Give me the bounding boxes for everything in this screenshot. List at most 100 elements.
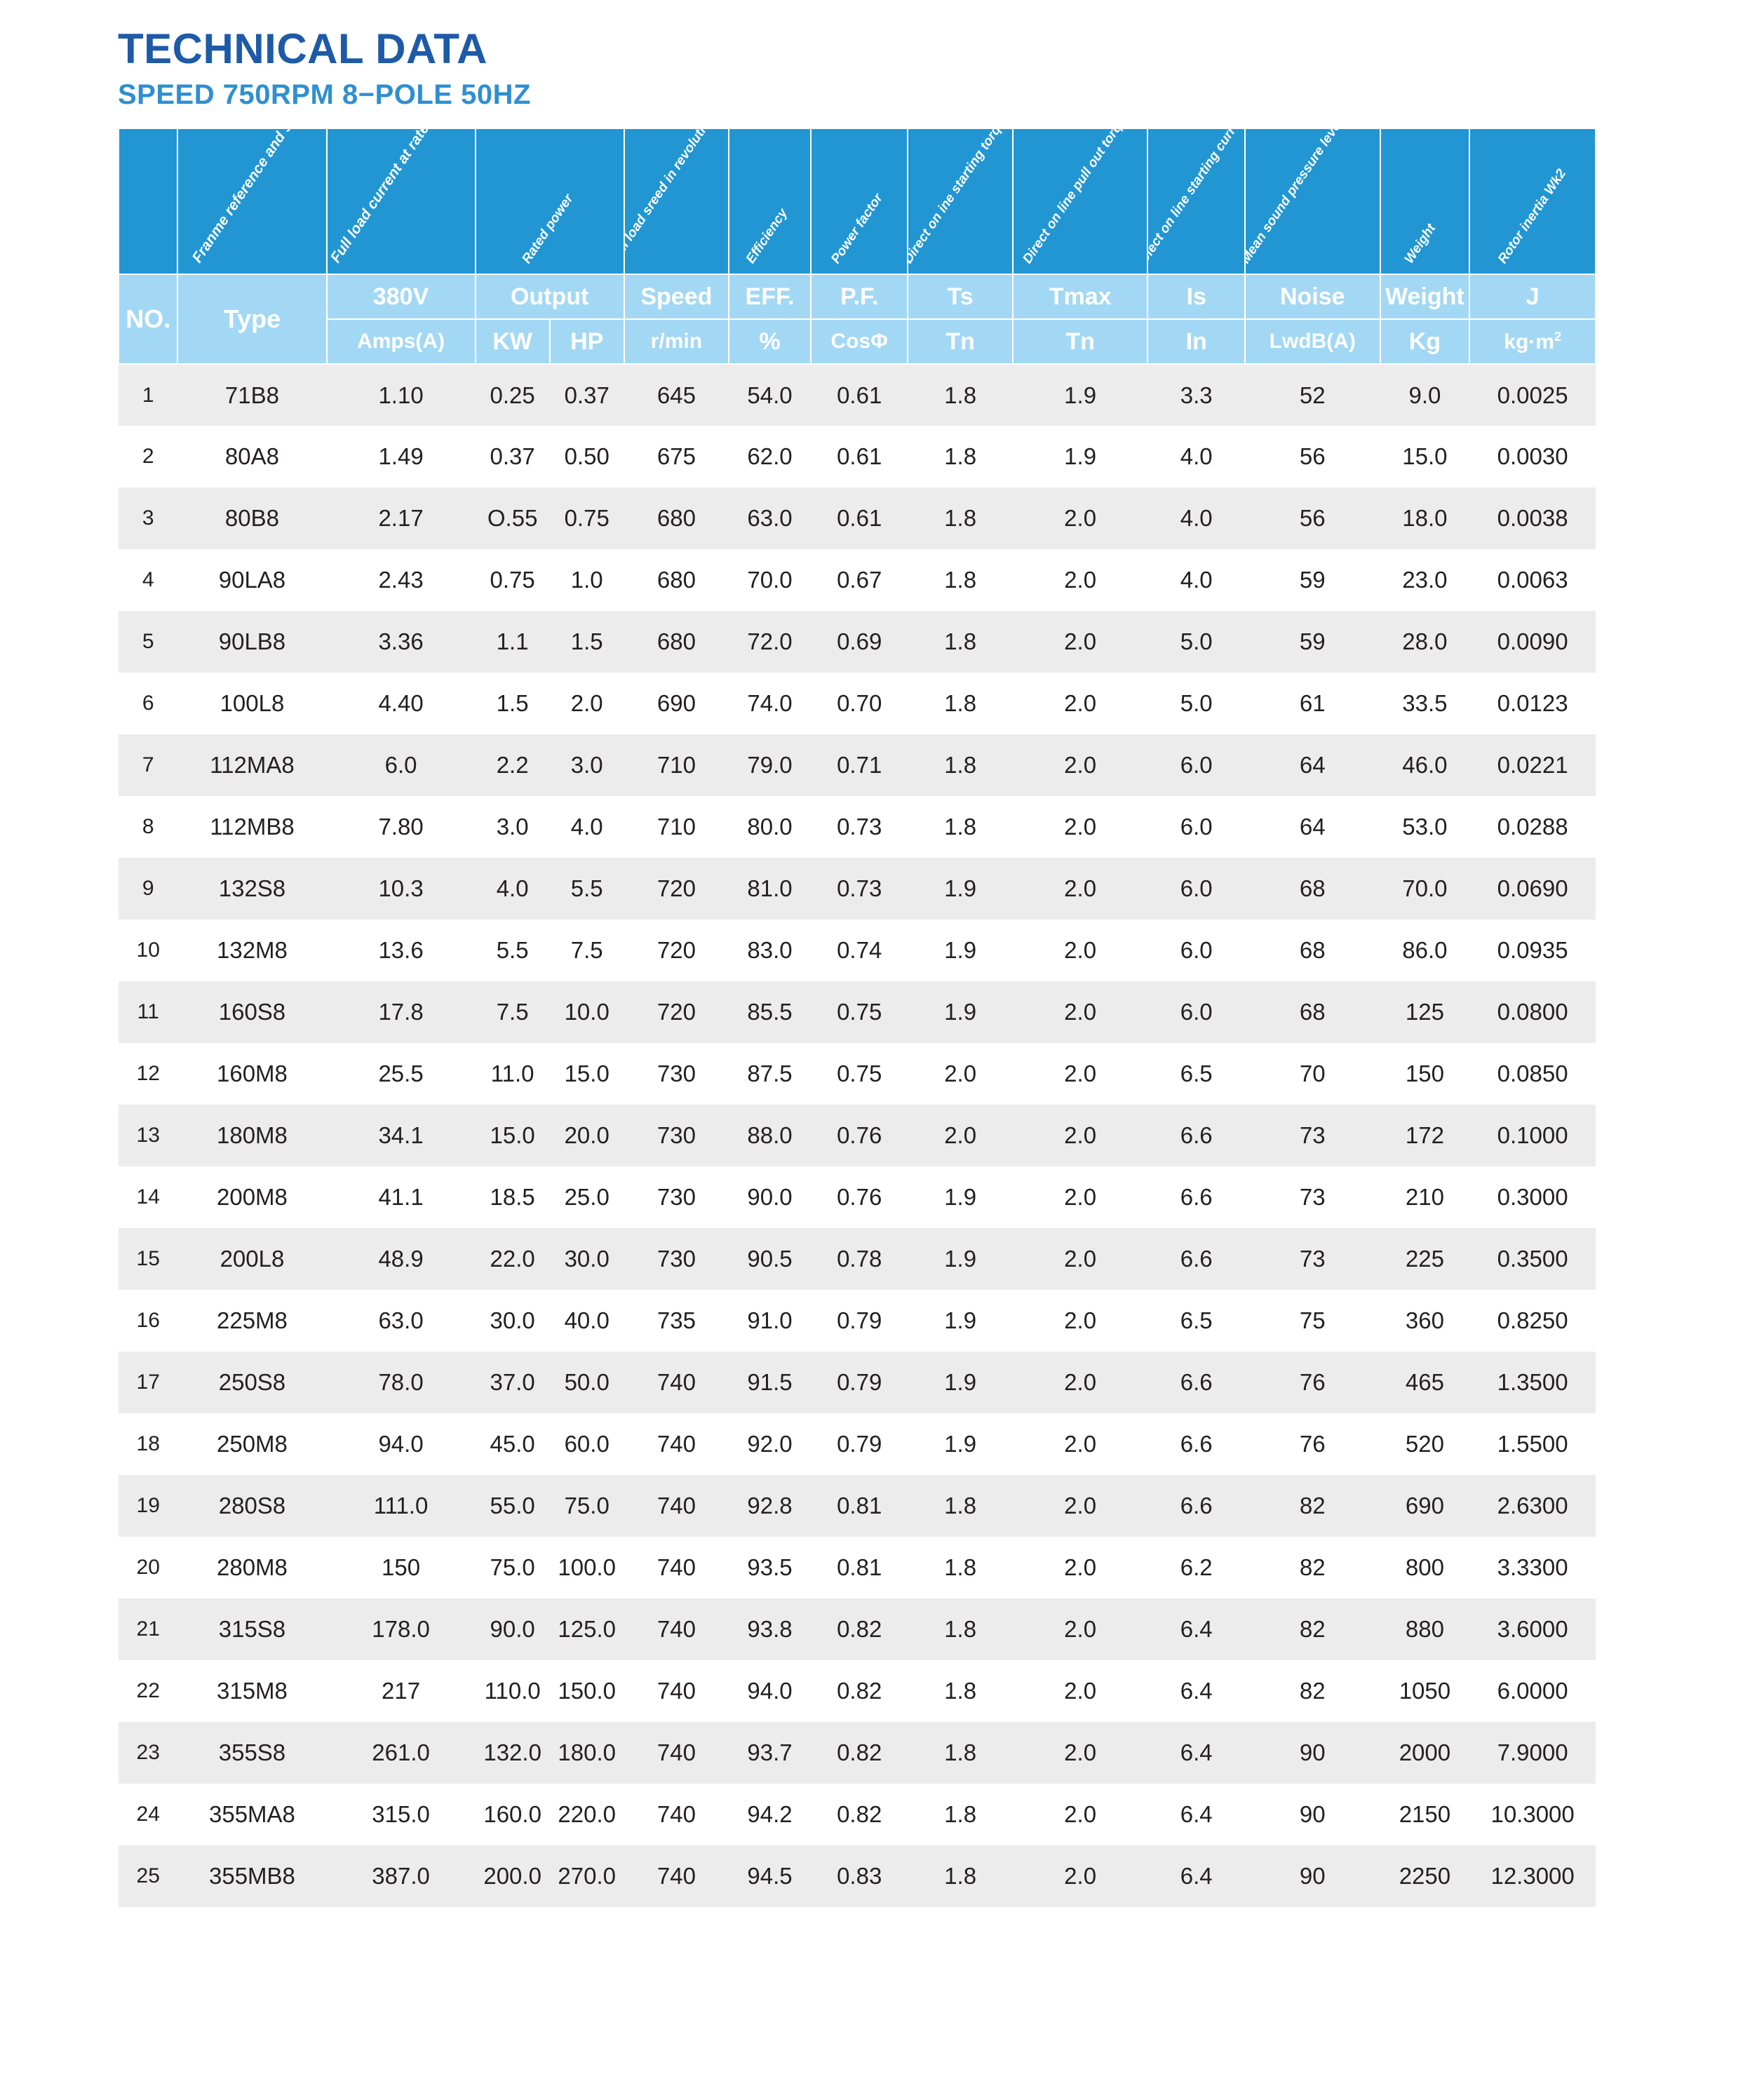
row-value-cell: 6.4 <box>1180 1678 1213 1704</box>
row-value-cell: 7.80 <box>378 814 424 840</box>
row-value-cell: 34.1 <box>326 1105 476 1166</box>
row-value-cell: 3.0 <box>496 814 529 840</box>
row-value-cell: 0.82 <box>837 1801 882 1827</box>
row-value-cell: 53.0 <box>1402 814 1448 840</box>
row-type-cell: 90LB8 <box>177 611 327 673</box>
rotated-header-label: Weight <box>1401 221 1439 267</box>
row-value-cell: 0.25 <box>475 364 550 426</box>
row-value-cell: 1.8 <box>944 1801 977 1827</box>
row-value-cell: 0.79 <box>837 1431 882 1457</box>
row-value-cell: 6.0 <box>1147 858 1245 920</box>
row-value-cell: 172 <box>1380 1105 1470 1166</box>
row-number-cell: 12 <box>136 1062 160 1085</box>
row-value-cell: 220.0 <box>558 1801 616 1827</box>
row-value-cell: 59 <box>1299 567 1326 593</box>
row-value-cell: 2.43 <box>378 567 424 593</box>
row-value-cell: 78.0 <box>326 1352 476 1413</box>
row-value-cell: 0.0063 <box>1497 567 1568 593</box>
row-value-cell: 18.0 <box>1380 487 1470 549</box>
rotated-header-label: Diect on line starting current ratio <box>1147 128 1245 267</box>
row-value-cell: 740 <box>657 1554 696 1580</box>
row-value-cell: 28.0 <box>1380 611 1470 673</box>
row-value-cell: 7.9000 <box>1469 1722 1596 1784</box>
row-value-cell: 90.0 <box>747 1184 793 1210</box>
rotated-header-label: Direct on line pull out torque ratio <box>1020 128 1148 267</box>
subheader-percent: % <box>728 318 812 365</box>
table-row: 9 132S8 10.3 4.0 5.5 720 81.0 0.73 1.9 2.0 6.0 68 70… <box>119 858 1596 920</box>
rotated-header-full-load-current: Full load current at rated voltage <box>325 128 476 275</box>
row-value-cell: 10.3 <box>326 858 476 920</box>
row-value-cell: 0.83 <box>810 1845 908 1907</box>
row-value-cell: 80.0 <box>747 814 793 840</box>
rotated-header-full-load-speed: Full load sreed in revolutions per minut… <box>623 128 730 275</box>
row-value-cell: 387.0 <box>326 1845 476 1907</box>
row-value-cell: 6.0 <box>1180 937 1213 963</box>
row-value-cell: 4.0 <box>475 858 550 920</box>
row-value-cell: 0.69 <box>810 611 908 673</box>
row-value-cell: 5.0 <box>1180 690 1213 716</box>
row-value-cell: 740 <box>624 1352 729 1413</box>
row-value-cell: 710 <box>657 814 696 840</box>
row-value-cell: 6.0 <box>1180 814 1213 840</box>
row-type-cell: 160S8 <box>177 981 327 1043</box>
row-value-cell: 94.0 <box>747 1678 793 1704</box>
technical-data-table-wrap: Franme reference and size Full load curr… <box>117 128 1596 1907</box>
row-value-cell: 15.0 <box>475 1105 550 1166</box>
rotated-header-power-factor: Power factor <box>809 128 909 275</box>
row-value-cell: 0.82 <box>837 1678 882 1704</box>
table-row: 25 355MB8 387.0 200.0 270.0 740 94.5 0.83 1.8 2.0… <box>119 1845 1596 1907</box>
row-value-cell: 1.8 <box>908 1845 1013 1907</box>
row-number-cell: 20 <box>136 1556 160 1579</box>
row-value-cell: 1.9 <box>908 858 1013 920</box>
row-type-cell: 280S8 <box>177 1475 327 1537</box>
row-type-cell: 100L8 <box>220 690 285 716</box>
row-number-cell: 8 <box>142 815 154 838</box>
row-value-cell: 2.0 <box>1064 937 1097 963</box>
row-value-cell: 0.0800 <box>1469 981 1596 1043</box>
subheader-tn-tmax: Tn <box>1011 318 1149 365</box>
table-row: 11 160S8 17.8 7.5 10.0 720 85.5 0.75 1.9 2.0 6.0 68… <box>119 981 1596 1043</box>
row-value-cell: 83.0 <box>747 937 793 963</box>
row-value-cell: 0.61 <box>837 443 882 469</box>
table-row: 4 90LA8 2.43 0.75 1.0 680 70.0 0.67 1.8 2.0 4.0 59 2… <box>119 549 1596 611</box>
row-value-cell: 680 <box>657 567 696 593</box>
row-value-cell: 2.0 <box>1064 1801 1097 1827</box>
row-value-cell: 2.0 <box>1012 1722 1148 1784</box>
row-value-cell: 730 <box>624 1228 729 1290</box>
row-value-cell: 0.73 <box>837 814 882 840</box>
row-value-cell: 17.8 <box>326 981 476 1043</box>
table-row: 16 225M8 63.0 30.0 40.0 735 91.0 0.79 1.9 2.0 6.5 7… <box>119 1290 1596 1352</box>
row-value-cell: 645 <box>624 364 729 426</box>
row-value-cell: 68 <box>1299 937 1326 963</box>
row-value-cell: 40.0 <box>564 1307 610 1333</box>
rotated-header-label: Rated power <box>519 191 577 267</box>
row-value-cell: 1.8 <box>944 1554 977 1580</box>
row-value-cell: 94.0 <box>378 1431 424 1457</box>
row-value-cell: 0.81 <box>810 1475 908 1537</box>
row-value-cell: 6.4 <box>1147 1598 1245 1660</box>
row-value-cell: 740 <box>657 1431 696 1457</box>
row-value-cell: 1.9 <box>908 1228 1013 1290</box>
row-value-cell: 92.0 <box>747 1431 793 1457</box>
row-type-cell: 250S8 <box>177 1352 327 1413</box>
row-value-cell: 720 <box>624 981 729 1043</box>
row-value-cell: 2.0 <box>1064 690 1097 716</box>
row-value-cell: 82 <box>1244 1475 1380 1537</box>
row-value-cell: 55.0 <box>475 1475 550 1537</box>
rotated-header-pull-out-torque-ratio: Direct on line pull out torque ratio <box>1011 128 1149 275</box>
subheader-hp: HP <box>548 318 625 365</box>
row-value-cell: 1.3500 <box>1469 1352 1596 1413</box>
row-value-cell: 22.0 <box>475 1228 550 1290</box>
row-number-cell: 16 <box>136 1309 160 1332</box>
row-value-cell: 0.67 <box>837 567 882 593</box>
row-value-cell: 217 <box>382 1678 421 1704</box>
row-value-cell: 0.78 <box>810 1228 908 1290</box>
row-value-cell: 6.4 <box>1180 1801 1213 1827</box>
subheader-noise: Noise <box>1244 274 1381 320</box>
row-value-cell: 150.0 <box>558 1678 616 1704</box>
row-value-cell: 5.5 <box>496 937 529 963</box>
rotated-header-label: Rotor inertia Wk2 <box>1495 166 1570 267</box>
row-value-cell: 2.0 <box>1012 487 1148 549</box>
row-type-cell: 315M8 <box>217 1678 288 1704</box>
